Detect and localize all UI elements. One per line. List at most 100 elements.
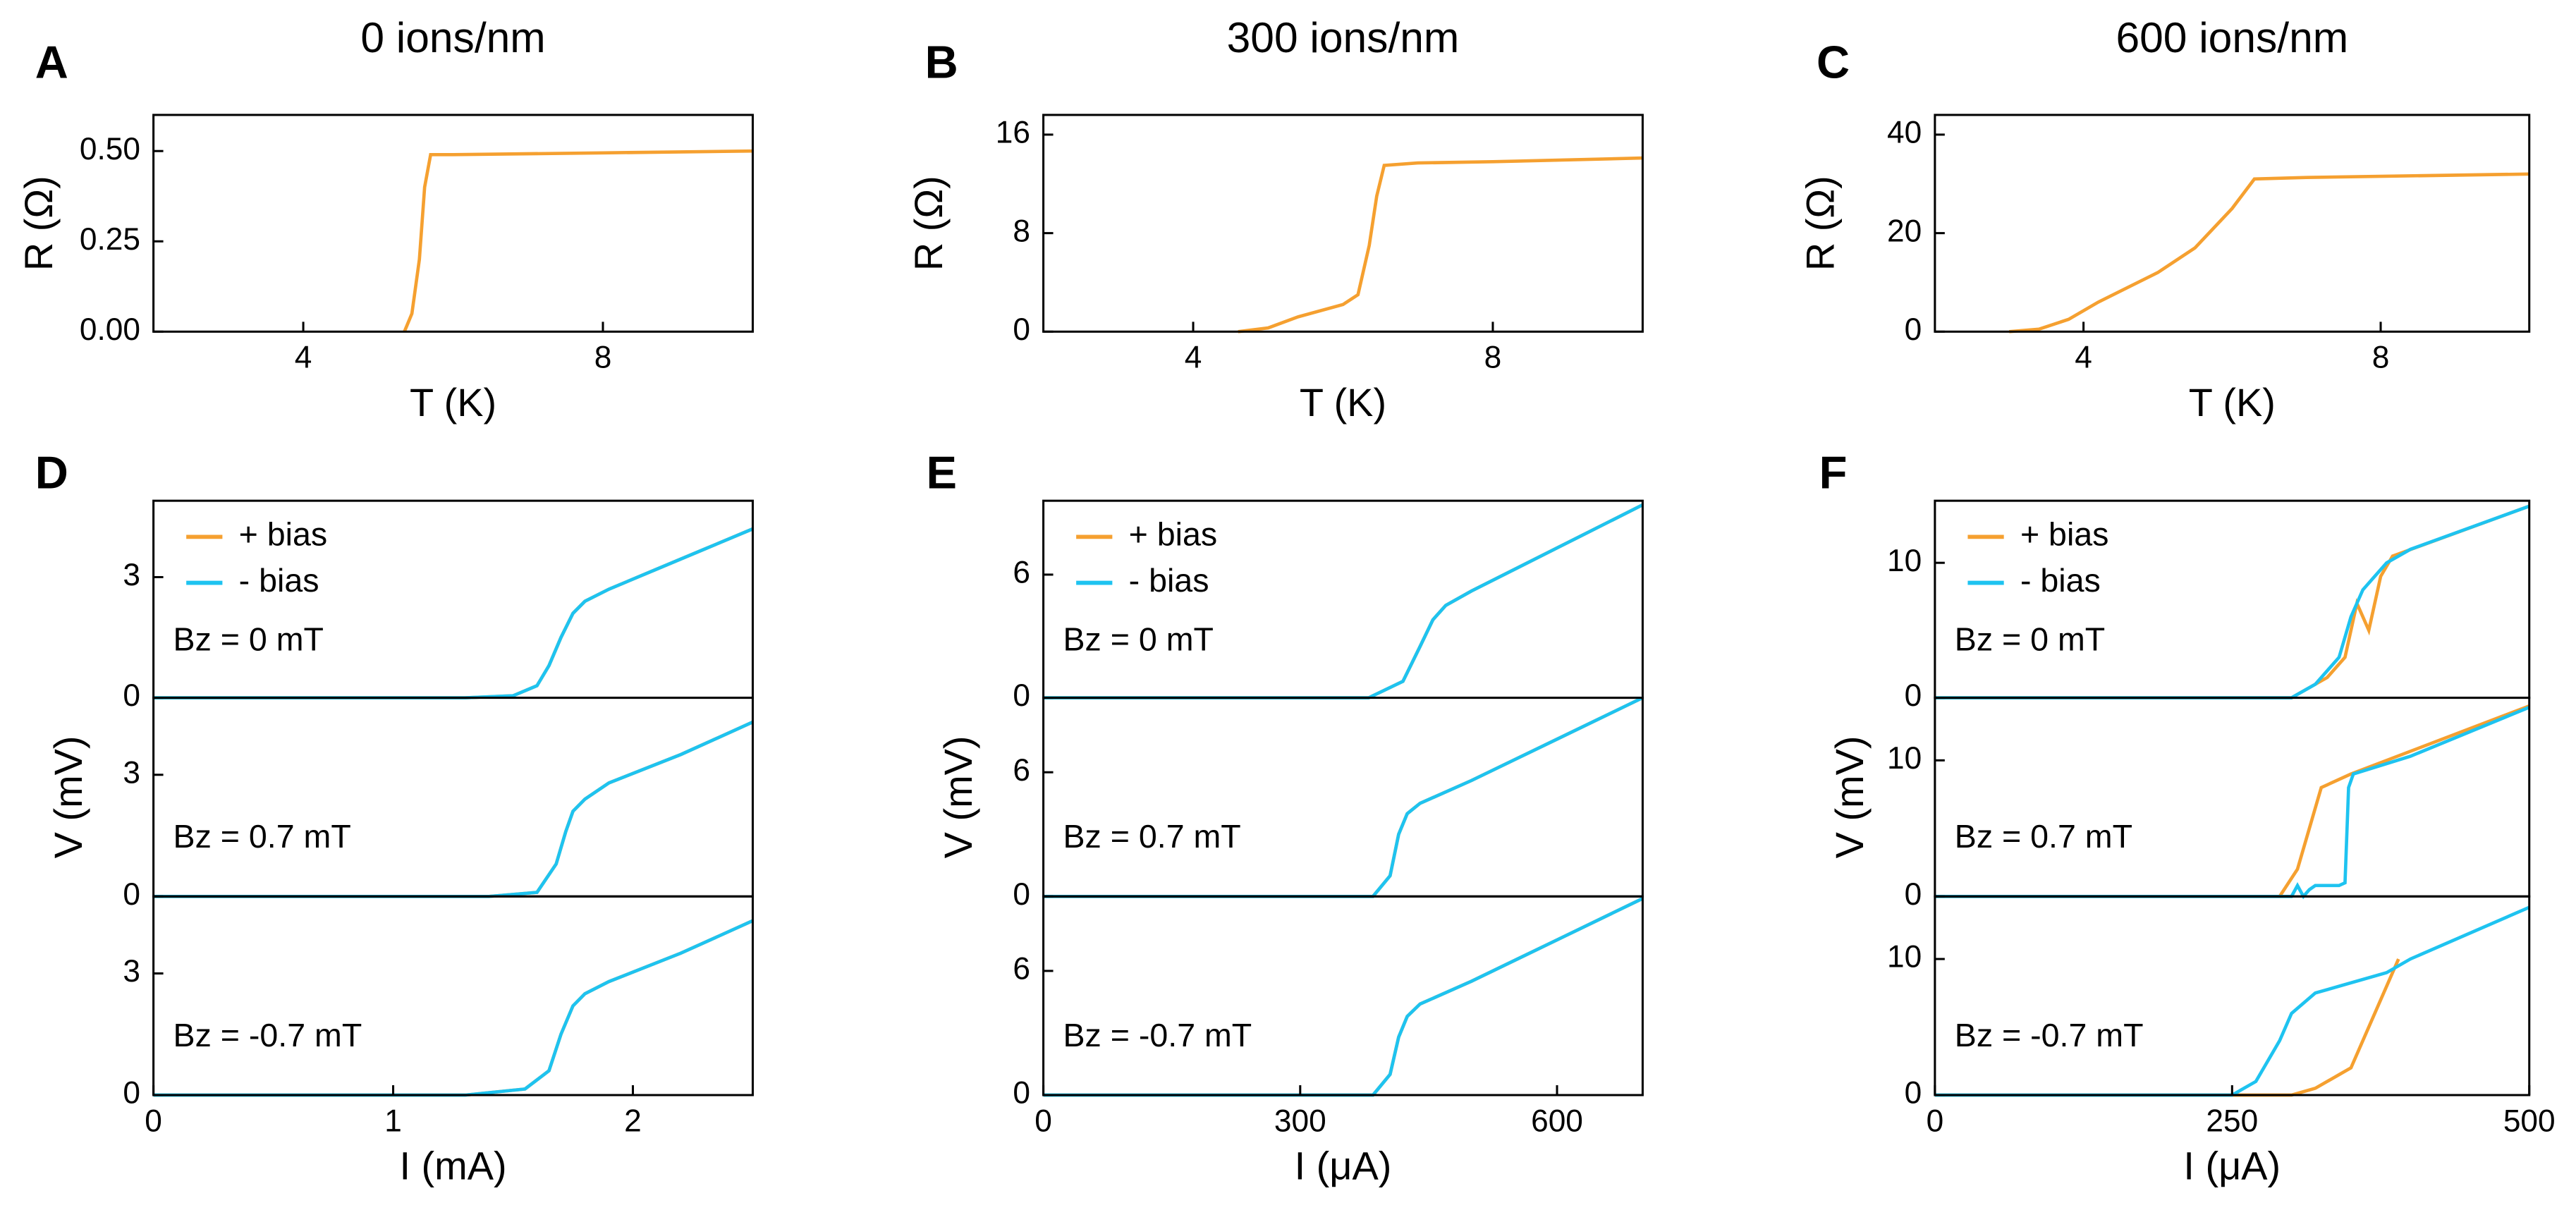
y-tick-label: 10 xyxy=(1887,544,1922,578)
y-axis-label: V (mV) xyxy=(46,736,90,859)
x-tick-label: 250 xyxy=(2206,1104,2258,1138)
annotation: Bz = -0.7 mT xyxy=(173,1017,362,1053)
data-line xyxy=(1934,905,2530,1097)
x-tick-label: 1 xyxy=(384,1104,402,1138)
annotation: Bz = -0.7 mT xyxy=(1063,1017,1252,1053)
data-line xyxy=(1043,897,1644,1097)
y-tick-label: 6 xyxy=(1013,952,1030,986)
x-tick-label: 0 xyxy=(1927,1104,1944,1138)
y-tick-label: 0 xyxy=(1905,877,1922,912)
axes-frame xyxy=(1934,895,2531,1096)
x-tick-label: 0 xyxy=(145,1104,162,1138)
y-axis-label: V (mV) xyxy=(936,736,980,859)
axes-frame xyxy=(152,114,754,333)
y-tick-label: 40 xyxy=(1887,116,1922,150)
y-axis-label: R (Ω) xyxy=(16,176,61,271)
annotation: Bz = 0 mT xyxy=(1063,621,1214,658)
y-tick-label: 3 xyxy=(123,558,140,592)
panel-letter: A xyxy=(35,36,68,87)
y-tick-label: 0 xyxy=(1905,678,1922,713)
x-tick-label: 4 xyxy=(2075,341,2092,375)
data-line xyxy=(1043,696,1644,898)
legend-label: + bias xyxy=(1129,516,1218,553)
y-tick-label: 0.50 xyxy=(80,132,140,166)
panel-title: 0 ions/nm xyxy=(360,13,545,61)
x-tick-label: 2 xyxy=(624,1104,642,1138)
y-tick-label: 6 xyxy=(1013,753,1030,788)
data-line xyxy=(1043,696,1644,898)
legend-label: - bias xyxy=(2020,562,2101,599)
data-line xyxy=(1043,897,1644,1097)
y-tick-label: 10 xyxy=(1887,741,1922,776)
panel-title: 300 ions/nm xyxy=(1227,13,1460,61)
legend-label: - bias xyxy=(239,562,319,599)
legend-label: - bias xyxy=(1129,562,1209,599)
x-tick-label: 500 xyxy=(2503,1104,2556,1138)
y-tick-label: 0 xyxy=(1013,312,1030,347)
legend-label: + bias xyxy=(239,516,328,553)
y-tick-label: 8 xyxy=(1013,214,1030,248)
y-tick-label: 0 xyxy=(1905,312,1922,347)
y-axis-label: R (Ω) xyxy=(1797,176,1842,271)
y-tick-label: 0 xyxy=(1905,1076,1922,1111)
panel-letter: F xyxy=(1819,446,1848,498)
y-tick-label: 0 xyxy=(1013,1076,1030,1111)
y-tick-label: 0.00 xyxy=(80,312,140,347)
data-line xyxy=(403,149,753,333)
data-line xyxy=(153,919,754,1097)
panel-letter: B xyxy=(925,36,958,87)
annotation: Bz = 0.7 mT xyxy=(173,818,351,855)
y-tick-label: 0 xyxy=(1013,877,1030,912)
axes-frame xyxy=(1042,114,1644,333)
y-tick-label: 10 xyxy=(1887,940,1922,974)
annotation: Bz = 0 mT xyxy=(173,621,324,658)
x-tick-label: 8 xyxy=(1484,341,1502,375)
x-axis-label: I (mA) xyxy=(399,1144,506,1188)
x-axis-label: T (K) xyxy=(2189,380,2276,424)
y-tick-label: 3 xyxy=(123,755,140,790)
panel-title: 600 ions/nm xyxy=(2116,13,2348,61)
axes-frame xyxy=(1042,697,1644,898)
data-line xyxy=(1238,156,1643,334)
y-axis-label: R (Ω) xyxy=(906,176,951,271)
panel-letter: E xyxy=(926,446,956,498)
y-axis-label: V (mV) xyxy=(1827,736,1872,859)
x-axis-label: T (K) xyxy=(410,380,496,424)
legend-label: + bias xyxy=(2020,516,2109,553)
axes-frame xyxy=(1934,114,2531,333)
x-axis-label: I (μA) xyxy=(1295,1144,1392,1188)
x-axis-label: T (K) xyxy=(1300,380,1386,424)
x-tick-label: 0 xyxy=(1034,1104,1052,1138)
y-tick-label: 0.25 xyxy=(80,222,140,257)
annotation: Bz = 0.7 mT xyxy=(1955,818,2132,855)
annotation: Bz = -0.7 mT xyxy=(1955,1017,2144,1053)
annotation: Bz = 0 mT xyxy=(1955,621,2105,658)
y-tick-label: 0 xyxy=(123,678,140,713)
data-line xyxy=(1934,958,2400,1097)
y-tick-label: 0 xyxy=(1013,678,1030,713)
y-tick-label: 0 xyxy=(123,1076,140,1111)
panel-letter: D xyxy=(35,446,68,498)
x-axis-label: I (μA) xyxy=(2183,1144,2281,1188)
axes-frame xyxy=(152,895,754,1096)
x-tick-label: 4 xyxy=(1185,341,1202,375)
data-line xyxy=(153,527,754,699)
data-line xyxy=(1934,705,2530,900)
y-tick-label: 6 xyxy=(1013,556,1030,590)
x-tick-label: 600 xyxy=(1531,1104,1583,1138)
x-tick-label: 300 xyxy=(1274,1104,1326,1138)
data-line xyxy=(1043,503,1644,699)
data-line xyxy=(2009,172,2529,334)
data-line xyxy=(153,720,754,898)
annotation: Bz = 0.7 mT xyxy=(1063,818,1241,855)
data-line xyxy=(153,527,754,699)
data-line xyxy=(1934,704,2530,898)
y-tick-label: 3 xyxy=(123,954,140,989)
y-tick-label: 20 xyxy=(1887,214,1922,248)
x-tick-label: 8 xyxy=(2372,341,2390,375)
x-tick-label: 4 xyxy=(295,341,312,375)
axes-frame xyxy=(1934,697,2531,898)
y-tick-label: 16 xyxy=(996,116,1030,150)
